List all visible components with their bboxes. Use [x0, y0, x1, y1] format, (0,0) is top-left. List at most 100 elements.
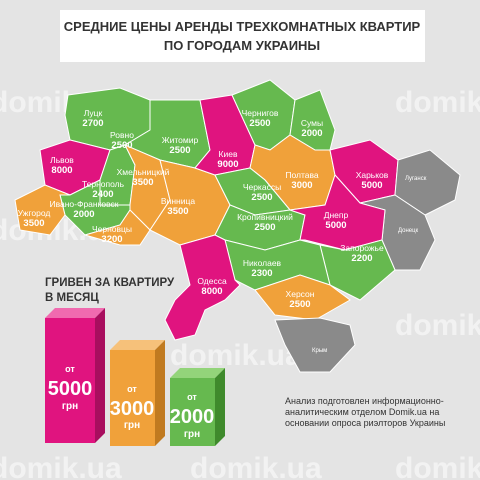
watermark: domik.ua: [395, 86, 480, 119]
bar-prefix: от: [65, 364, 75, 374]
city-label: Львов 8000: [50, 155, 74, 176]
city-label: Черкассы 2500: [243, 182, 281, 203]
city-price: 2000: [73, 209, 94, 220]
bar-value: 2000: [170, 406, 215, 428]
legend-title: В МЕСЯЦ: [45, 292, 99, 304]
city-label: Харьков 5000: [356, 170, 389, 191]
bar-prefix: от: [187, 392, 197, 402]
city-name: Ужгород: [18, 208, 51, 218]
note: аналитическим отделом Domik.ua на: [285, 407, 439, 417]
map: [14, 79, 461, 373]
city-name: Винница: [161, 196, 195, 206]
city-price: 2000: [301, 128, 322, 139]
region: [274, 317, 356, 373]
city-price: 2400: [92, 189, 113, 200]
city-name: Ивано-Франковск: [49, 199, 118, 209]
city-price: 3200: [101, 234, 122, 245]
watermark: domik.ua: [170, 339, 302, 372]
city-label: Луцк 2700: [82, 108, 103, 129]
region: [59, 179, 131, 236]
city-price: 2500: [111, 140, 132, 151]
city-name: Львов: [50, 155, 74, 165]
city-label: Сумы 2000: [301, 118, 323, 139]
bar-value: 5000: [48, 378, 93, 400]
bar-unit: грн: [124, 420, 140, 431]
city-label: Хмельницкий 3500: [117, 167, 170, 188]
region: [164, 234, 241, 341]
city-label: Ровно 2500: [110, 130, 134, 151]
watermark: domik.ua: [395, 309, 480, 342]
city-label: Винница 3500: [161, 196, 195, 217]
city-name: Сумы: [301, 118, 323, 128]
legend-bar: [110, 350, 155, 446]
title-box: [60, 10, 425, 62]
city-name: Хмельницкий: [117, 167, 170, 177]
city-price: 3000: [291, 180, 312, 191]
bar-top: [110, 340, 165, 350]
city-price: 3500: [167, 206, 188, 217]
city-price: 5000: [361, 180, 382, 191]
legend-bar: [45, 318, 95, 443]
legend-bars: от 5000 грн от 3000 грн от 2000 грн: [45, 308, 225, 446]
city-label: Ужгород 3500: [18, 208, 51, 229]
city-price: 2500: [251, 192, 272, 203]
bar-top: [45, 308, 105, 318]
city-label: Днепр 5000: [324, 210, 349, 231]
city-price: 2500: [289, 299, 310, 310]
city-name: Днепр: [324, 210, 349, 220]
city-name: Одесса: [197, 276, 227, 286]
watermark: domik.ua: [0, 452, 122, 480]
city-labels: Луцк 2700 Ровно 2500 Житомир 2500 Чернигов 2…: [18, 108, 427, 354]
city-price: 3500: [132, 177, 153, 188]
city-price: 2500: [249, 118, 270, 129]
region-label: Донецк: [398, 228, 419, 234]
bar-prefix: от: [127, 384, 137, 394]
region-label: Луганск: [405, 176, 427, 182]
city-label: Николаев 2300: [243, 258, 282, 279]
title: СРЕДНИЕ ЦЕНЫ АРЕНДЫ ТРЕХКОМНАТНЫХ КВАРТИ…: [64, 19, 421, 34]
city-label: Одесса 8000: [197, 276, 227, 297]
city-price: 2200: [351, 253, 372, 264]
legend-title: ГРИВЕН ЗА КВАРТИРУ: [45, 277, 175, 289]
city-name: Херсон: [286, 289, 315, 299]
city-name: Полтава: [285, 170, 319, 180]
watermark: domik.ua: [395, 452, 480, 480]
city-price: 9000: [217, 159, 238, 170]
city-name: Кропивницкий: [237, 212, 293, 222]
bar-top: [170, 368, 225, 378]
city-label: Запорожье 2200: [340, 243, 384, 264]
city-label: Полтава 3000: [285, 170, 319, 191]
city-price: 3500: [23, 218, 44, 229]
city-price: 2700: [82, 118, 103, 129]
city-name: Харьков: [356, 170, 389, 180]
city-name: Тернополь: [82, 179, 125, 189]
bar-unit: грн: [184, 429, 200, 440]
city-price: 8000: [201, 286, 222, 297]
city-name: Черкассы: [243, 182, 281, 192]
watermark: domik.ua: [190, 452, 322, 480]
city-label: Житомир 2500: [162, 135, 199, 156]
city-name: Житомир: [162, 135, 199, 145]
city-name: Ровно: [110, 130, 134, 140]
city-name: Чернигов: [242, 108, 279, 118]
city-name: Черновцы: [92, 224, 132, 234]
note: Анализ подготовлен информационно-: [285, 396, 444, 406]
region: [254, 274, 351, 321]
note: основании опроса риэлторов Украины: [285, 418, 445, 428]
region-label: Крым: [312, 348, 327, 354]
region: [14, 184, 71, 236]
city-name: Киев: [219, 149, 238, 159]
bar-side: [95, 308, 105, 443]
title: ПО ГОРОДАМ УКРАИНЫ: [164, 38, 320, 53]
city-price: 8000: [51, 165, 72, 176]
bar-value: 3000: [110, 398, 155, 420]
legend-bar: [170, 378, 215, 446]
city-label: Киев 9000: [217, 149, 238, 170]
city-label: Херсон 2500: [286, 289, 315, 310]
bar-side: [155, 340, 165, 446]
city-label: Ивано-Франковск 2000: [49, 199, 118, 220]
city-name: Николаев: [243, 258, 282, 268]
city-price: 2300: [251, 268, 272, 279]
city-price: 5000: [325, 220, 346, 231]
